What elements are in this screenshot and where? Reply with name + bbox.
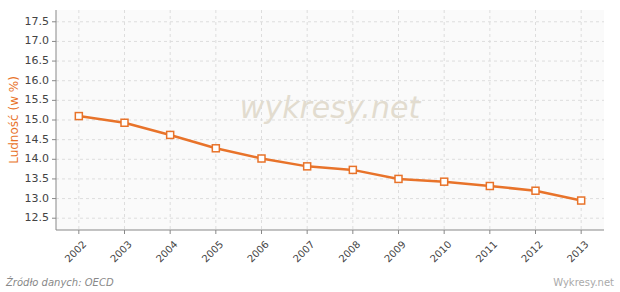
y-tick [52,198,56,199]
y-tick-label: 14.5 [25,133,50,146]
y-tick [52,21,56,22]
y-grid-line [56,41,604,42]
y-grid-line [56,218,604,219]
marker [167,131,174,138]
y-axis-label: Ludność (w %) [7,76,21,164]
plot-background [56,10,604,230]
x-tick-label: 2005 [200,239,226,265]
x-tick [535,230,536,234]
y-grid-line [56,159,604,160]
x-grid-line [535,10,536,230]
x-tick [307,230,308,234]
marker [212,145,219,152]
x-tick [444,230,445,234]
marker [395,175,402,182]
x-tick-label: 2003 [108,239,134,265]
x-grid-line [489,10,490,230]
y-axis-line [56,10,57,230]
x-tick-label: 2010 [428,239,454,265]
y-tick-label: 17.0 [25,34,50,47]
y-tick [52,41,56,42]
y-tick [52,218,56,219]
x-tick-label: 2008 [337,239,363,265]
y-tick-label: 13.0 [25,192,50,205]
y-tick-label: 16.0 [25,74,50,87]
x-tick [352,230,353,234]
x-tick-label: 2006 [245,239,271,265]
x-tick-label: 2013 [565,239,591,265]
y-tick-label: 17.5 [25,15,50,28]
y-tick-label: 13.5 [25,172,50,185]
x-axis-line [56,230,604,231]
x-tick-label: 2004 [154,239,180,265]
y-tick [52,100,56,101]
axes: 12.5 13.0 13.5 14.0 14.5 15.0 15.5 16.0 16.5 17.0… [25,10,605,265]
x-grid-line [170,10,171,230]
x-tick [124,230,125,234]
x-tick [215,230,216,234]
y-grid-line [56,178,604,179]
watermark: wykresy.net [240,90,422,125]
marker [75,113,82,120]
credit-text: Wykresy.net [553,277,614,288]
x-tick [581,230,582,234]
marker [486,183,493,190]
y-tick-label: 15.5 [25,93,50,106]
series [75,113,584,204]
source-text: Źródło danych: OECD [5,276,114,288]
marker [532,187,539,194]
x-tick-label: 2009 [382,239,408,265]
grid [56,10,604,230]
marker [304,163,311,170]
y-tick-label: 15.0 [25,113,50,126]
y-tick [52,178,56,179]
chart-container: 12.5 13.0 13.5 14.0 14.5 15.0 15.5 16.0 16.5 17.0… [0,0,620,292]
y-tick-label: 12.5 [25,211,50,224]
y-tick-label: 16.5 [25,54,50,67]
x-tick-label: 2011 [474,239,500,265]
y-grid-line [56,80,604,81]
y-grid-line [56,61,604,62]
y-tick [52,120,56,121]
y-grid-line [56,21,604,22]
y-tick [52,139,56,140]
x-tick-label: 2007 [291,239,317,265]
y-tick [52,80,56,81]
marker [578,197,585,204]
x-tick-label: 2002 [63,239,89,265]
marker [258,155,265,162]
x-tick-label: 2012 [519,239,545,265]
x-grid-line [215,10,216,230]
marker [349,166,356,173]
y-tick-label: 14.0 [25,152,50,165]
y-grid-line [56,139,604,140]
x-tick [170,230,171,234]
y-tick [52,159,56,160]
line [79,116,581,200]
marker [441,178,448,185]
y-grid-line [56,198,604,199]
x-tick [261,230,262,234]
chart-svg: 12.5 13.0 13.5 14.0 14.5 15.0 15.5 16.0 16.5 17.0… [0,0,620,292]
x-tick [398,230,399,234]
x-tick [489,230,490,234]
y-tick [52,61,56,62]
x-tick [78,230,79,234]
marker [121,119,128,126]
x-grid-line [444,10,445,230]
